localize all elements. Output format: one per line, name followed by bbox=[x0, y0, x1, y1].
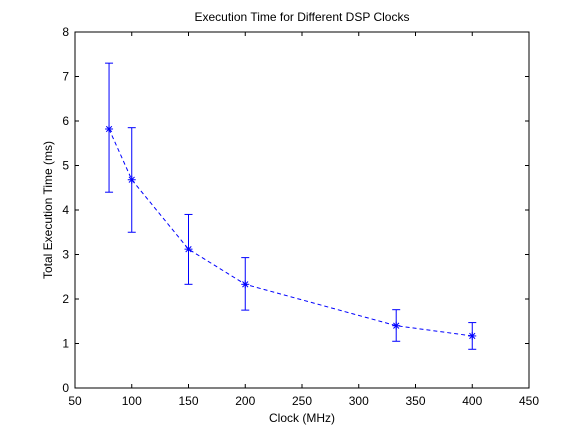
data-point-marker bbox=[468, 331, 477, 340]
data-point-marker bbox=[127, 175, 136, 184]
data-point-marker bbox=[184, 245, 193, 254]
data-point-marker bbox=[241, 280, 250, 289]
x-tick-label: 250 bbox=[292, 394, 312, 408]
x-tick-label: 450 bbox=[519, 394, 539, 408]
axes-box bbox=[74, 31, 530, 389]
y-tick-label: 1 bbox=[62, 337, 69, 351]
x-tick-label: 150 bbox=[178, 394, 198, 408]
x-tick-label: 50 bbox=[68, 394, 82, 408]
y-tick-label: 8 bbox=[62, 25, 69, 39]
x-tick-label: 200 bbox=[235, 394, 255, 408]
y-tick-label: 7 bbox=[62, 70, 69, 84]
y-tick-label: 6 bbox=[62, 114, 69, 128]
chart-title: Execution Time for Different DSP Clocks bbox=[194, 10, 410, 24]
series-line bbox=[108, 128, 473, 337]
x-tick-label: 350 bbox=[405, 394, 425, 408]
y-tick-label: 0 bbox=[62, 381, 69, 395]
y-tick-label: 5 bbox=[62, 159, 69, 173]
x-tick-label: 400 bbox=[462, 394, 482, 408]
y-tick-label: 2 bbox=[62, 292, 69, 306]
y-tick-label: 3 bbox=[62, 248, 69, 262]
data-point-marker bbox=[392, 321, 401, 330]
x-tick-label: 300 bbox=[349, 394, 369, 408]
x-tick-label: 100 bbox=[122, 394, 142, 408]
y-tick-label: 4 bbox=[62, 203, 69, 217]
y-axis-label: Total Execution Time (ms) bbox=[41, 140, 55, 280]
x-axis-label: Clock (MHz) bbox=[269, 411, 335, 425]
data-point-marker bbox=[105, 125, 114, 134]
